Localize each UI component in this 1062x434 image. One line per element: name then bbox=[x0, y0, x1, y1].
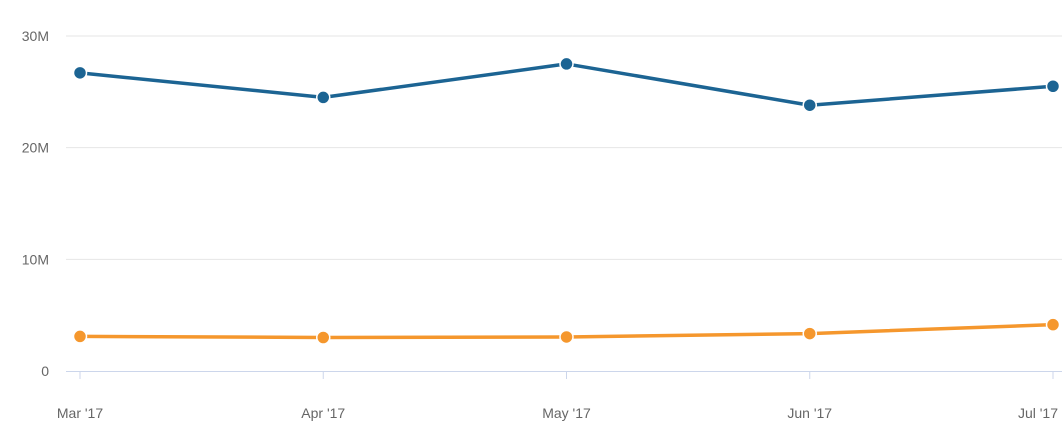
y-tick-label: 10M bbox=[22, 251, 49, 267]
data-point[interactable] bbox=[316, 90, 331, 105]
y-axis-labels: 0 10M 20M 30M bbox=[22, 28, 49, 379]
x-tick-label: Mar '17 bbox=[57, 405, 103, 421]
data-point[interactable] bbox=[559, 329, 574, 345]
y-tick-label: 20M bbox=[22, 140, 49, 156]
data-point[interactable] bbox=[559, 56, 574, 72]
y-tick-label: 0 bbox=[41, 363, 49, 379]
data-point[interactable] bbox=[1045, 317, 1061, 332]
x-tick-label: May '17 bbox=[542, 405, 591, 421]
series-2 bbox=[72, 317, 1061, 345]
data-point[interactable] bbox=[72, 329, 88, 344]
y-tick-label: 30M bbox=[22, 28, 49, 44]
series-1 bbox=[72, 56, 1061, 113]
x-tick-label: Jun '17 bbox=[787, 405, 832, 421]
data-point[interactable] bbox=[72, 65, 88, 81]
data-point[interactable] bbox=[316, 330, 331, 345]
data-point[interactable] bbox=[802, 97, 817, 113]
grid-layer bbox=[66, 35, 1062, 260]
data-point[interactable] bbox=[802, 326, 817, 341]
data-point[interactable] bbox=[1045, 79, 1061, 94]
series-layer bbox=[72, 56, 1061, 345]
x-tick-label: Apr '17 bbox=[301, 405, 345, 421]
x-axis-labels: Mar '17 Apr '17 May '17 Jun '17 Jul '17 bbox=[57, 405, 1058, 421]
x-tick-label: Jul '17 bbox=[1018, 405, 1058, 421]
x-axis bbox=[66, 371, 1062, 379]
